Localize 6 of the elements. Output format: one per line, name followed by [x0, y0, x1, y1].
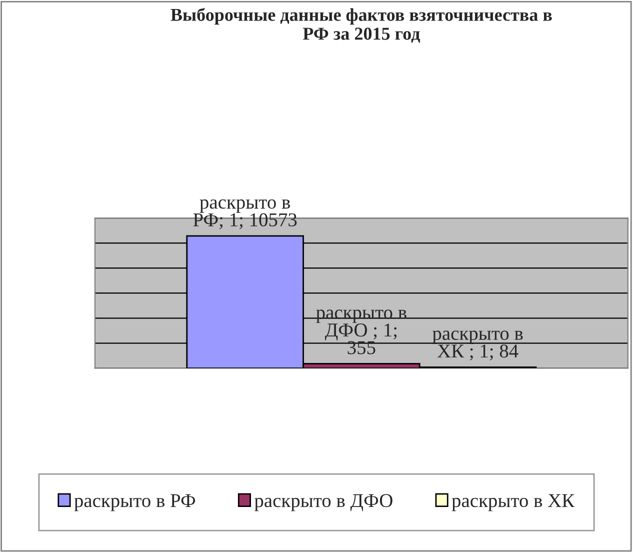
chart-title: Выборочные данные фактов взяточничества в РФ за 2015 год	[170, 8, 552, 43]
data-label: раскрыто в РФ; 1; 10573	[193, 199, 297, 230]
legend-label: раскрыто в ХК	[452, 494, 575, 512]
legend-label: раскрыто в ДФО	[254, 494, 392, 512]
legend-label: раскрыто в РФ	[74, 494, 196, 512]
data-label: раскрыто в ХК ; 1; 84	[432, 330, 523, 360]
